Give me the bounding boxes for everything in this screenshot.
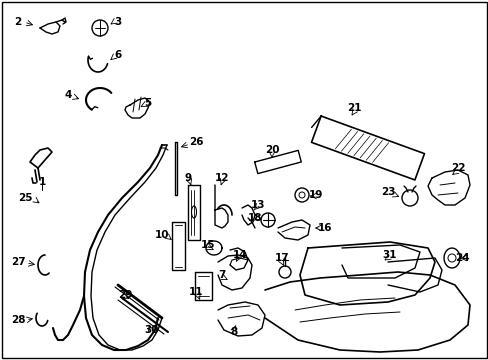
Text: 14: 14	[232, 250, 247, 260]
Text: 26: 26	[188, 137, 203, 147]
Text: 12: 12	[214, 173, 229, 183]
Text: 15: 15	[201, 240, 215, 250]
Text: 10: 10	[154, 230, 169, 240]
Text: 18: 18	[247, 213, 262, 223]
Text: 6: 6	[114, 50, 122, 60]
Text: 4: 4	[64, 90, 72, 100]
Text: 9: 9	[184, 173, 191, 183]
Text: 11: 11	[188, 287, 203, 297]
Text: 24: 24	[454, 253, 468, 263]
Text: 3: 3	[114, 17, 122, 27]
Text: 27: 27	[11, 257, 25, 267]
Text: 1: 1	[38, 177, 45, 187]
Text: 25: 25	[18, 193, 32, 203]
Text: 17: 17	[274, 253, 289, 263]
Text: 30: 30	[144, 325, 159, 335]
Text: 29: 29	[118, 290, 132, 300]
Text: 20: 20	[264, 145, 279, 155]
Text: 7: 7	[218, 270, 225, 280]
Text: 19: 19	[308, 190, 323, 200]
Text: 22: 22	[450, 163, 464, 173]
Text: 16: 16	[317, 223, 331, 233]
Text: 31: 31	[382, 250, 396, 260]
Text: 13: 13	[250, 200, 264, 210]
Text: 2: 2	[14, 17, 21, 27]
Text: 8: 8	[230, 327, 237, 337]
Text: 5: 5	[144, 98, 151, 108]
Text: 28: 28	[11, 315, 25, 325]
Text: 21: 21	[346, 103, 361, 113]
Text: 23: 23	[380, 187, 394, 197]
